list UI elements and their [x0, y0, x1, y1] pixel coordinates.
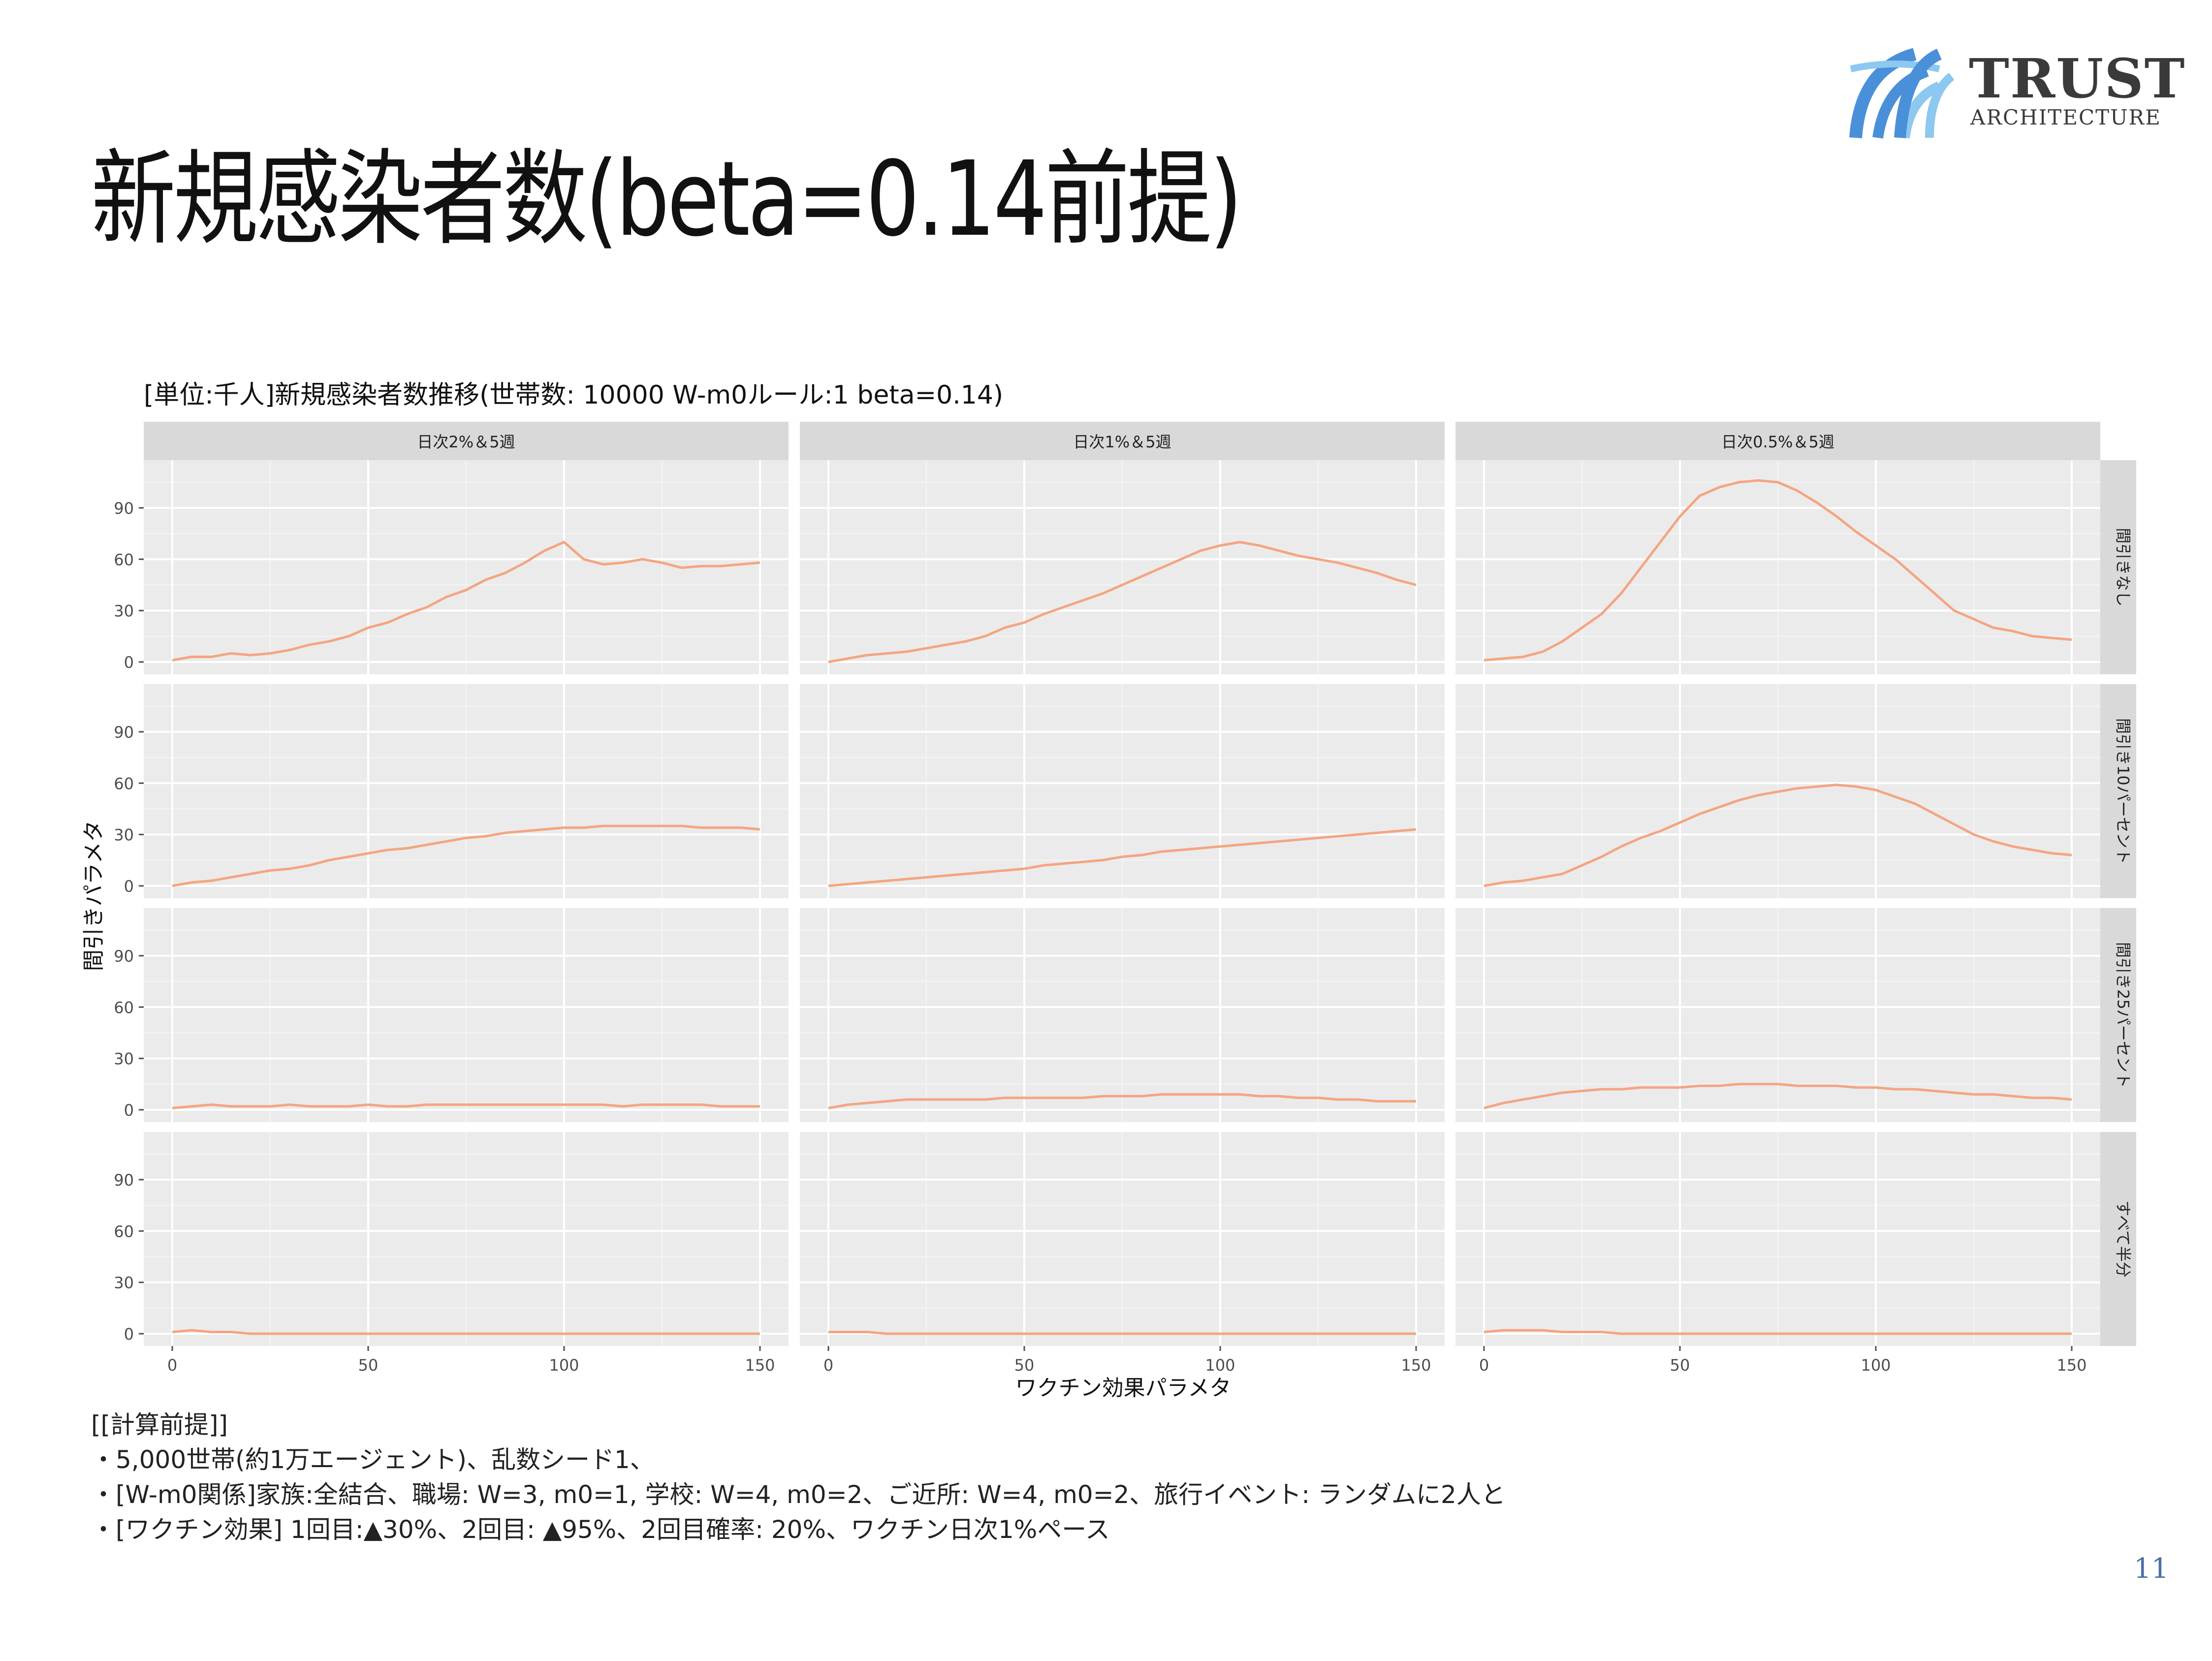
trust-architecture-logo: [1849, 48, 1955, 139]
logo-subtext: ARCHITECTURE: [1970, 105, 2161, 129]
logo-arc-icon: [1849, 48, 1955, 139]
notes-line: ・[ワクチン効果] 1回目:▲30%、2回目: ▲95%、2回目確率: 20%、…: [91, 1515, 1110, 1544]
series-line: [172, 824, 760, 887]
column-strip-label: 日次1%＆5週: [1073, 433, 1171, 451]
series-line: [828, 1331, 1416, 1335]
series-line: [828, 1093, 1416, 1109]
row-strip: [2099, 684, 2136, 898]
x-axis-label: ワクチン効果パラメタ: [1015, 1376, 1232, 1401]
y-tick-label: 60: [114, 774, 134, 793]
y-tick-label: 60: [114, 1222, 134, 1241]
row-strip: [2099, 908, 2136, 1122]
row-strip-label: 間引きなし: [2114, 528, 2133, 606]
y-tick-label: 30: [114, 1274, 134, 1292]
x-tick-label: 0: [167, 1356, 177, 1375]
x-tick-label: 0: [1479, 1356, 1489, 1375]
x-tick-label: 100: [1861, 1356, 1891, 1375]
x-tick-label: 50: [1670, 1356, 1690, 1375]
x-tick-label: 0: [823, 1356, 833, 1375]
series-line: [172, 1103, 760, 1109]
notes-heading: [[計算前提]]: [91, 1410, 228, 1439]
x-tick-label: 150: [745, 1356, 775, 1375]
row-strip-label: 間引き25パーセント: [2114, 942, 2133, 1088]
y-axis-label: 間引きパラメタ: [81, 820, 106, 972]
y-tick-label: 0: [124, 1325, 134, 1344]
notes-line: ・5,000世帯(約1万エージェント)、乱数シード1、: [91, 1445, 655, 1474]
slide-title: 新規感染者数(beta=0.14前提): [91, 139, 1242, 259]
y-tick-label: 60: [114, 998, 134, 1017]
y-tick-label: 30: [114, 1050, 134, 1068]
page-number: 11: [2134, 1553, 2169, 1585]
column-strip-label: 日次0.5%＆5週: [1721, 433, 1834, 451]
logo-text: TRUST: [1969, 47, 2186, 110]
chart-title: [単位:千人]新規感染者数推移(世帯数: 10000 W-m0ルール:1 bet…: [144, 380, 1003, 410]
x-tick-label: 100: [549, 1356, 579, 1375]
y-tick-label: 90: [114, 1171, 134, 1190]
x-tick-label: 50: [1014, 1356, 1035, 1375]
y-tick-label: 90: [114, 723, 134, 742]
x-tick-label: 100: [1205, 1356, 1235, 1375]
column-strip: [144, 422, 789, 461]
series-line: [828, 828, 1417, 887]
y-tick-label: 0: [124, 1101, 134, 1120]
column-strip: [1455, 422, 2100, 461]
row-strip: [2099, 460, 2136, 674]
series-line: [1484, 479, 2072, 661]
y-tick-label: 0: [124, 653, 134, 672]
series-line: [1484, 1083, 2072, 1109]
y-tick-label: 0: [124, 877, 134, 896]
column-strip: [800, 422, 1445, 461]
x-tick-label: 150: [1401, 1356, 1431, 1375]
notes-line: ・[W-m0関係]家族:全結合、職場: W=3, m0=1, 学校: W=4, …: [91, 1480, 1506, 1509]
row-strip: [2099, 1132, 2136, 1346]
y-tick-label: 30: [114, 826, 134, 845]
series-line: [828, 541, 1417, 663]
y-tick-label: 30: [114, 602, 134, 621]
series-line: [1484, 1329, 2072, 1335]
x-tick-label: 150: [2056, 1356, 2086, 1375]
row-strip-label: 間引き10パーセント: [2114, 718, 2133, 864]
y-tick-label: 90: [114, 499, 134, 518]
series-line: [1484, 783, 2072, 887]
y-tick-label: 90: [114, 947, 134, 966]
series-line: [172, 541, 760, 661]
row-strip-label: すべて半分: [2114, 1200, 2133, 1277]
y-tick-label: 60: [114, 550, 134, 569]
column-strip-label: 日次2%＆5週: [417, 433, 515, 451]
x-tick-label: 50: [358, 1356, 379, 1375]
series-line: [172, 1329, 760, 1335]
calculation-notes: [[計算前提]] ・5,000世帯(約1万エージェント)、乱数シード1、 ・[W…: [91, 1408, 1506, 1547]
